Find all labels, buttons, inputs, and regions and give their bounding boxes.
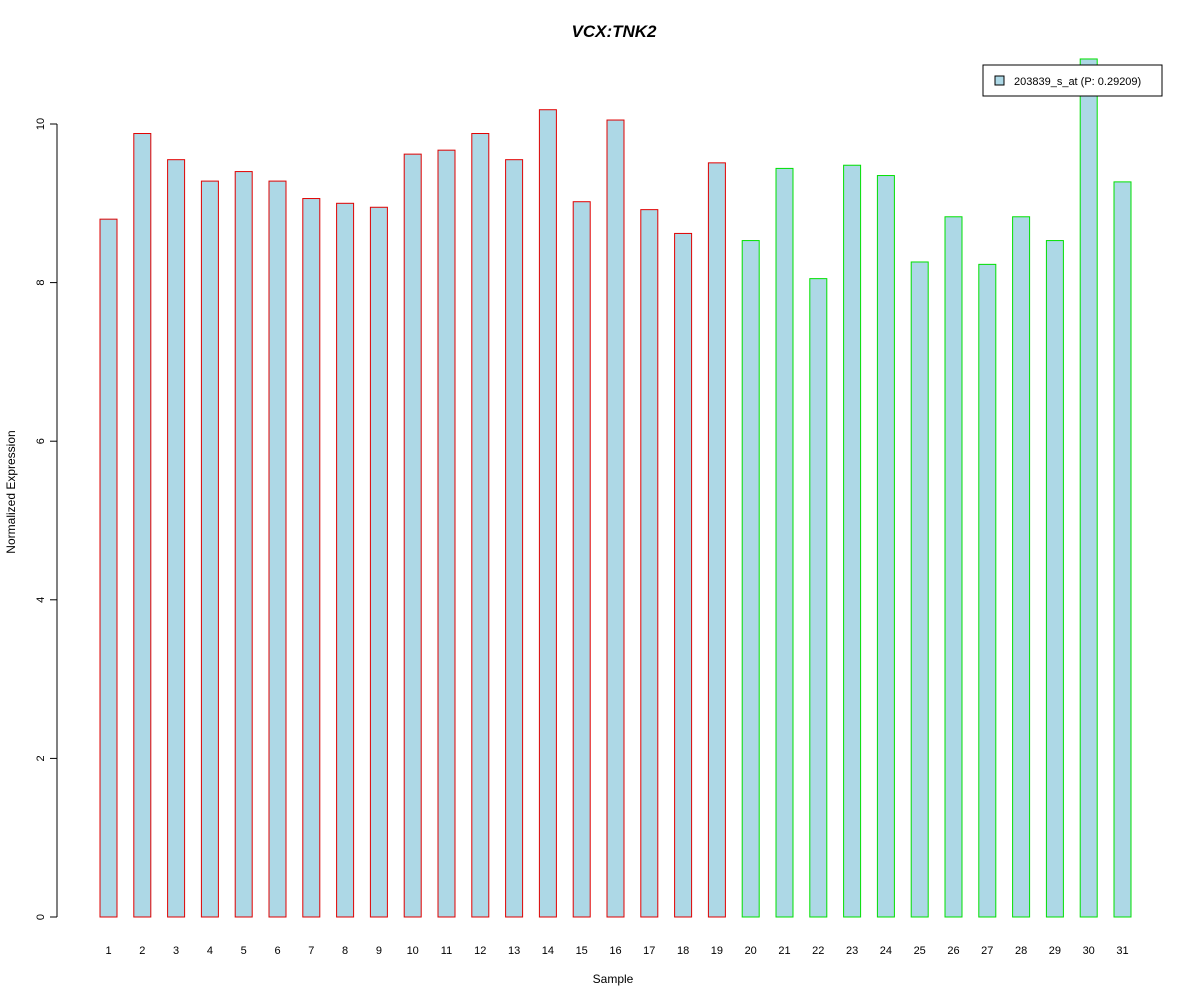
x-tick-label: 6 bbox=[274, 945, 280, 957]
x-tick-label: 10 bbox=[407, 945, 419, 957]
y-tick-label: 8 bbox=[35, 280, 47, 286]
bar-sample-26 bbox=[944, 216, 963, 918]
bar-sample-19 bbox=[707, 162, 726, 918]
bar-sample-29 bbox=[1045, 240, 1064, 918]
bar-sample-12 bbox=[471, 133, 490, 918]
bar-sample-9 bbox=[369, 206, 388, 918]
bar-sample-15 bbox=[572, 201, 591, 918]
bar-sample-27 bbox=[978, 263, 997, 918]
x-tick-label: 25 bbox=[914, 945, 926, 957]
x-tick-label: 28 bbox=[1015, 945, 1027, 957]
legend: 203839_s_at (P: 0.29209) bbox=[982, 64, 1163, 97]
bar-sample-14 bbox=[538, 109, 557, 918]
bar-sample-10 bbox=[403, 153, 422, 918]
legend-swatch bbox=[994, 75, 1005, 86]
x-tick-label: 20 bbox=[745, 945, 757, 957]
x-tick-label: 1 bbox=[105, 945, 111, 957]
y-axis: 0 2 4 6 8 10 bbox=[35, 118, 58, 920]
x-tick-label: 21 bbox=[778, 945, 790, 957]
x-tick-label: 31 bbox=[1116, 945, 1128, 957]
bar-sample-1 bbox=[99, 218, 118, 918]
x-axis-label: Sample bbox=[593, 972, 634, 986]
y-tick-label: 2 bbox=[35, 755, 47, 761]
bar-sample-13 bbox=[505, 159, 524, 918]
y-tick-label: 0 bbox=[35, 914, 47, 920]
bar-sample-4 bbox=[200, 180, 219, 918]
x-tick-label: 17 bbox=[643, 945, 655, 957]
y-tick-label: 10 bbox=[35, 118, 47, 130]
bars bbox=[99, 58, 1132, 918]
bar-sample-28 bbox=[1012, 216, 1031, 918]
x-tick-label: 7 bbox=[308, 945, 314, 957]
x-tick-label: 18 bbox=[677, 945, 689, 957]
x-tick-label: 12 bbox=[474, 945, 486, 957]
x-tick-label: 26 bbox=[947, 945, 959, 957]
bar-sample-18 bbox=[674, 232, 693, 918]
x-tick-label: 19 bbox=[711, 945, 723, 957]
chart-title: VCX:TNK2 bbox=[571, 22, 657, 41]
bar-sample-6 bbox=[268, 180, 287, 918]
y-axis-label: Normalized Expression bbox=[4, 430, 18, 553]
y-tick-label: 4 bbox=[35, 597, 47, 603]
bar-sample-23 bbox=[843, 164, 862, 918]
bar-sample-16 bbox=[606, 119, 625, 918]
x-tick-label: 23 bbox=[846, 945, 858, 957]
x-tick-label: 5 bbox=[241, 945, 247, 957]
bar-sample-25 bbox=[910, 261, 929, 918]
legend-box bbox=[982, 64, 1163, 97]
x-tick-label: 15 bbox=[576, 945, 588, 957]
x-tick-label: 9 bbox=[376, 945, 382, 957]
bar-sample-24 bbox=[876, 175, 895, 918]
bar-sample-2 bbox=[133, 133, 152, 918]
x-tick-label: 16 bbox=[609, 945, 621, 957]
bar-sample-11 bbox=[437, 149, 456, 918]
bar-sample-22 bbox=[809, 278, 828, 918]
y-tick-label: 6 bbox=[35, 438, 47, 444]
x-tick-label: 29 bbox=[1049, 945, 1061, 957]
x-tick-label: 27 bbox=[981, 945, 993, 957]
x-tick-label: 2 bbox=[139, 945, 145, 957]
x-tick-label: 8 bbox=[342, 945, 348, 957]
x-tick-label: 13 bbox=[508, 945, 520, 957]
bar-sample-17 bbox=[640, 209, 659, 918]
x-tick-label: 30 bbox=[1083, 945, 1095, 957]
bar-sample-8 bbox=[336, 202, 355, 918]
x-tick-label: 11 bbox=[441, 945, 452, 957]
bar-sample-31 bbox=[1113, 181, 1132, 918]
bar-sample-30 bbox=[1079, 58, 1098, 918]
bar-sample-7 bbox=[302, 198, 321, 918]
bar-sample-5 bbox=[234, 171, 253, 918]
x-tick-label: 14 bbox=[542, 945, 554, 957]
x-tick-label: 24 bbox=[880, 945, 892, 957]
x-tick-labels: 1 2 3 4 5 6 7 8 9 10 11 12 13 14 15 16 17 18 19 20 21 22 23 24 2… bbox=[105, 945, 1128, 957]
legend-label: 203839_s_at (P: 0.29209) bbox=[1014, 76, 1141, 88]
bar-sample-3 bbox=[167, 159, 186, 918]
bar-sample-20 bbox=[741, 240, 760, 918]
x-tick-label: 3 bbox=[173, 945, 179, 957]
bar-sample-21 bbox=[775, 167, 794, 918]
x-tick-label: 4 bbox=[207, 945, 213, 957]
x-tick-label: 22 bbox=[812, 945, 824, 957]
